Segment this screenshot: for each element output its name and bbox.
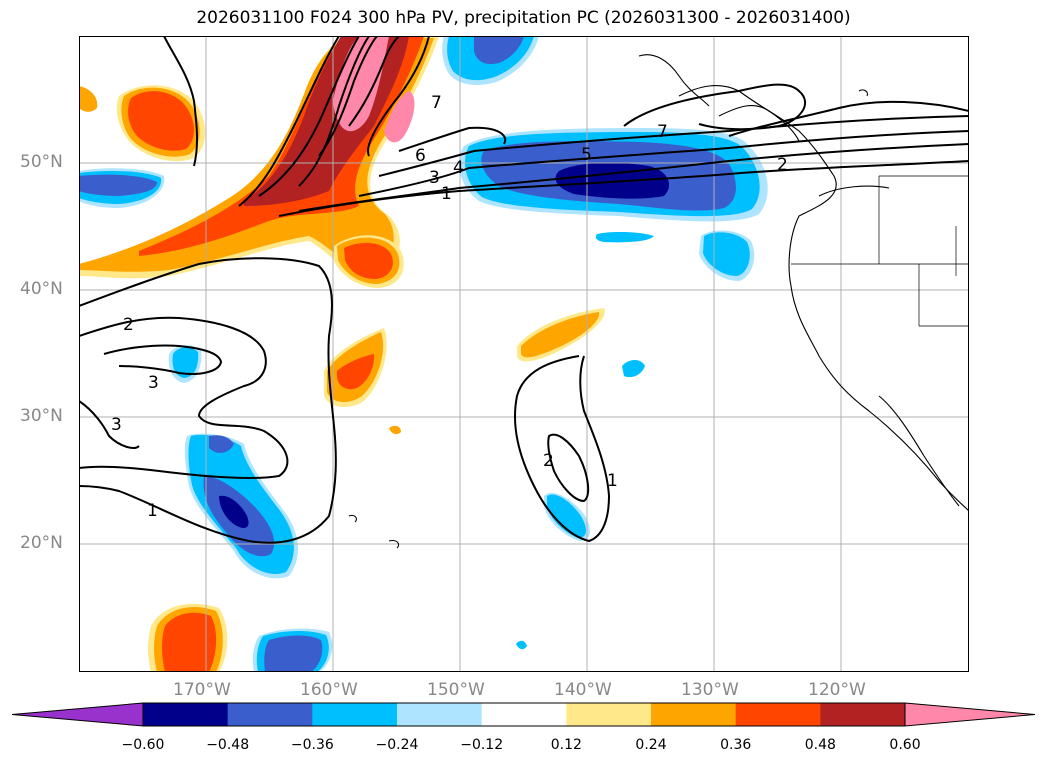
contour-label: 4 — [453, 158, 464, 178]
contour-label: 1 — [607, 471, 618, 491]
lat-label: 20°N — [20, 533, 63, 553]
colorbar-segment — [227, 703, 313, 726]
lat-label: 50°N — [20, 152, 63, 172]
colorbar — [12, 702, 1036, 727]
lat-label: 40°N — [20, 279, 63, 299]
colorbar-tick-label: 0.60 — [889, 737, 921, 753]
contour-label: 1 — [441, 184, 452, 204]
colorbar-tick-label: 0.48 — [804, 737, 836, 753]
colorbar-tick-label: −0.24 — [375, 737, 419, 753]
colorbar-segment — [735, 703, 821, 726]
contour-label: 3 — [429, 168, 440, 188]
coastline — [348, 54, 969, 549]
colorbar-segment — [481, 703, 567, 726]
colorbar-tick-label: −0.36 — [290, 737, 334, 753]
contour-label: 5 — [581, 145, 592, 165]
colorbar-segment — [566, 703, 652, 726]
contour-label: 7 — [657, 122, 668, 142]
precip-negative-east-blobs — [516, 230, 755, 650]
contour-label: 7 — [431, 93, 442, 113]
colorbar-tick-label: 0.24 — [635, 737, 667, 753]
contour-label: 3 — [111, 415, 122, 435]
lat-label: 30°N — [20, 406, 63, 426]
colorbar-segment — [312, 703, 398, 726]
precip-positive-mid-blobs — [324, 308, 605, 435]
lon-label: 170°W — [173, 680, 231, 700]
colorbar-extend-low — [12, 702, 144, 727]
colorbar-tick-label: −0.12 — [460, 737, 504, 753]
colorbar-tick-label: −0.60 — [121, 737, 165, 753]
precip-positive-east-of-band — [334, 235, 404, 288]
contour-label: 3 — [148, 373, 159, 393]
colorbar-segment — [397, 703, 483, 726]
colorbar-segment — [143, 703, 229, 726]
colorbar-segment — [820, 703, 906, 726]
lon-label: 140°W — [554, 680, 612, 700]
lon-label: 120°W — [808, 680, 866, 700]
lon-label: 130°W — [681, 680, 739, 700]
contour-label: 2 — [777, 155, 788, 175]
map-title: 2026031100 F024 300 hPa PV, precipitatio… — [196, 8, 851, 28]
state-borders — [791, 175, 969, 327]
contour-label: 2 — [543, 451, 554, 471]
colorbar-tick-label: 0.36 — [720, 737, 752, 753]
colorbar-tick-label: 0.12 — [550, 737, 582, 753]
map-canvas: 7 6 4 3 1 5 7 2 3 3 1 2 1 2 — [79, 36, 969, 672]
lon-label: 160°W — [300, 680, 358, 700]
contour-label: 6 — [415, 146, 426, 166]
contour-label: 1 — [147, 501, 158, 521]
contour-label: 2 — [123, 315, 134, 335]
precip-positive-nw-blob — [79, 85, 206, 162]
pv-contours — [79, 36, 969, 544]
colorbar-segment — [651, 703, 737, 726]
lon-label: 150°W — [427, 680, 485, 700]
colorbar-tick-label: −0.48 — [206, 737, 250, 753]
colorbar-extend-high — [904, 702, 1036, 727]
